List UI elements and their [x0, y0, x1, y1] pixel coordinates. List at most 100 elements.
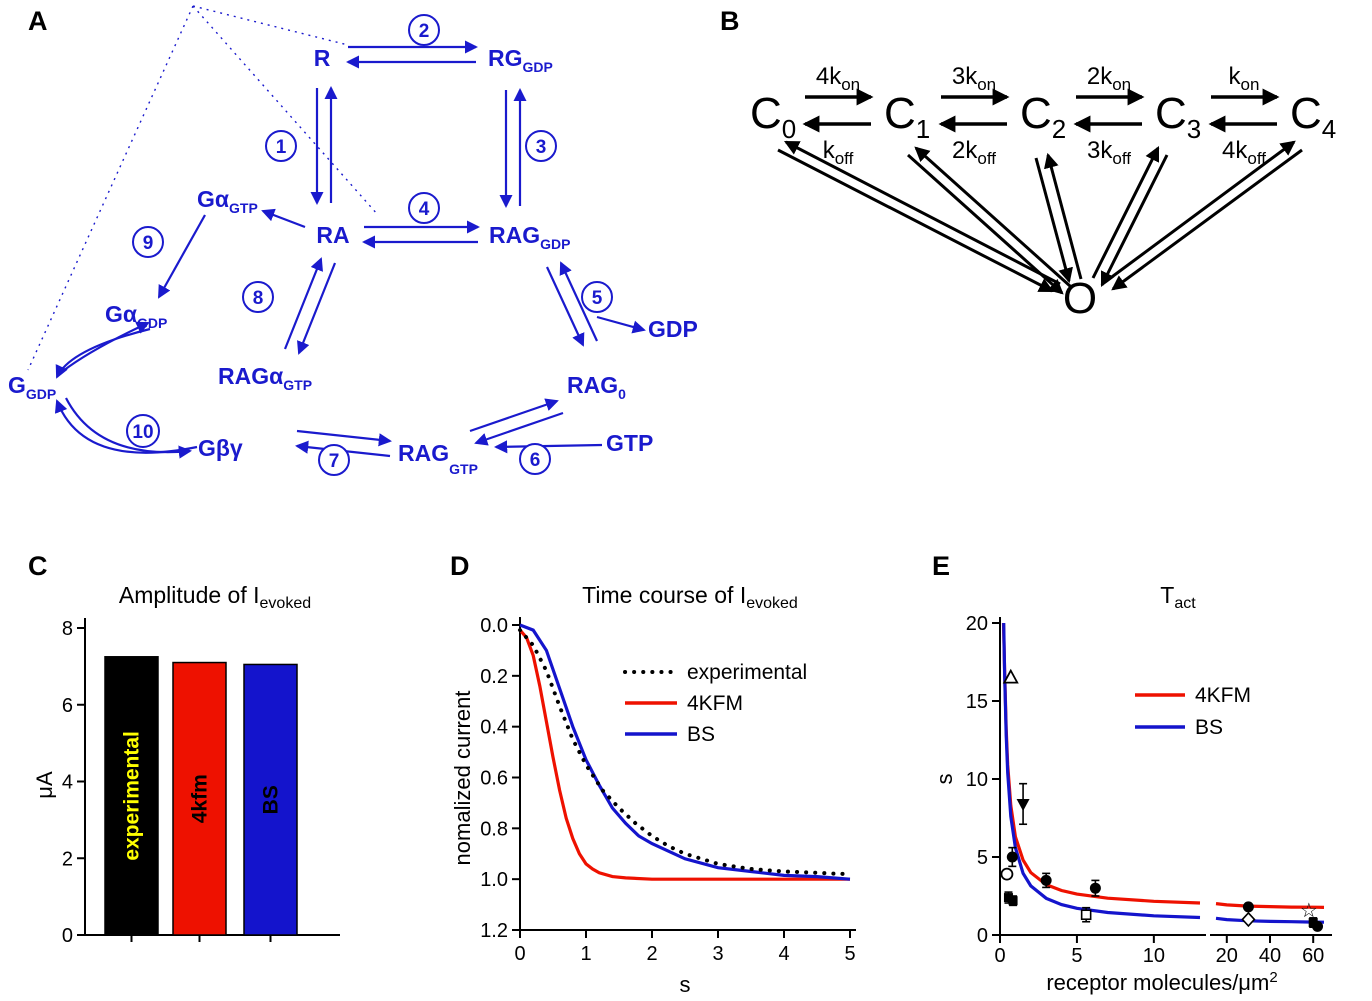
- y-tick-label: 2: [62, 848, 73, 870]
- marker-square-filled: [1308, 918, 1318, 928]
- arrow-o-to-c1: [914, 146, 1072, 288]
- panel-c: C Amplitude of Ievoked μA 0 2 4 6 8 experimen…: [28, 551, 340, 947]
- node-g-gdp-main: G: [8, 372, 26, 398]
- rate-main: k: [1229, 63, 1242, 90]
- state-c0: C0: [750, 89, 796, 144]
- panel-b: B C0 C1 C2 C3 C4 O 4kon 3kon 2kon kon ko…: [720, 6, 1336, 323]
- marker-triangle-up-open: [1002, 668, 1019, 684]
- step-number: 9: [143, 233, 154, 254]
- bar-label-4kfm: 4kfm: [188, 774, 211, 823]
- arrow-raggtp-to-rag0: [469, 398, 559, 433]
- node-ga-gtp-main: Gα: [197, 186, 229, 212]
- rate-2koff: 2koff: [952, 137, 996, 168]
- marker-circle-open: [1000, 867, 1014, 881]
- y-tick-label: 8: [62, 618, 73, 640]
- panel-e: E Tact s receptor molecules/μm2 05101520…: [932, 551, 1332, 995]
- node-rg-gdp: RGGDP: [488, 45, 553, 75]
- node-rag-gtp: RAGGTP: [398, 440, 478, 477]
- y-tick-label: 1.0: [480, 869, 508, 891]
- bar-label-BS: BS: [260, 785, 283, 814]
- rate-sub: on: [1112, 75, 1131, 94]
- arrow-o-to-c0: [784, 140, 1061, 286]
- rate-sub: on: [977, 75, 996, 94]
- legend-label-BS: BS: [687, 723, 715, 746]
- state-c2-sub: 2: [1052, 114, 1066, 144]
- x-tick-label: 5: [844, 943, 855, 965]
- rate-3kon: 3kon: [952, 63, 996, 94]
- y-tick-label: 0.2: [480, 666, 508, 688]
- step-10: 10: [126, 414, 160, 448]
- rate-4kon: 4kon: [816, 63, 860, 94]
- node-rg-sub: GDP: [523, 59, 553, 75]
- step-4: 4: [408, 192, 440, 224]
- panel-label-e: E: [932, 551, 950, 581]
- bar-experimental: [104, 656, 159, 936]
- x-tick-label: 2: [646, 943, 657, 965]
- x-tick-label: 1: [580, 943, 591, 965]
- panel-a: A: [8, 5, 698, 477]
- arrow-gagdp-to-ggdp: [55, 327, 151, 379]
- arrow-ggdp-to-gbg: [65, 397, 192, 459]
- state-c3-main: C: [1155, 89, 1187, 138]
- rate-main: 4k: [1222, 137, 1248, 164]
- step-number: 3: [536, 137, 547, 158]
- chart-d-ylabel: nomalized current: [450, 691, 475, 866]
- legend-label-experimental: experimental: [687, 661, 807, 684]
- arrow-raga-to-ra: [283, 257, 323, 350]
- arrow-rag0-to-raggtp: [474, 411, 564, 446]
- arrow-gtp-bind: [494, 440, 603, 454]
- chart-c-title-main: Amplitude of I: [119, 582, 260, 608]
- node-ga-gtp-sub: GTP: [229, 200, 258, 216]
- node-rag-gdp: RAGGDP: [489, 222, 570, 252]
- legend-label-4KFM: 4KFM: [687, 692, 743, 715]
- state-c2-main: C: [1020, 89, 1052, 138]
- step-6: 6: [519, 443, 551, 475]
- rate-sub: on: [841, 75, 860, 94]
- node-raga-gtp-sub: GTP: [283, 377, 312, 393]
- x-tick-label: 0: [994, 945, 1005, 967]
- arrow-c2-to-o: [1034, 157, 1073, 284]
- node-rg-main: RG: [488, 45, 523, 71]
- y-tick-label: 0.4: [480, 717, 508, 739]
- rate-main: 3k: [952, 63, 978, 90]
- step-number: 1: [276, 137, 287, 158]
- curve-4KFM-left: [1001, 622, 1201, 905]
- state-c1: C1: [884, 89, 930, 144]
- rate-main: 4k: [816, 63, 842, 90]
- gating-scheme: C0 C1 C2 C3 C4 O 4kon 3kon 2kon kon koff…: [750, 63, 1336, 323]
- y-tick-label: 0.6: [480, 768, 508, 790]
- step-number: 7: [329, 451, 340, 472]
- curve-BS: [519, 623, 851, 881]
- curve-4KFM: [518, 629, 850, 881]
- step-number: 8: [253, 288, 264, 309]
- y-tick-label: 0.8: [480, 818, 508, 840]
- state-c4-main: C: [1290, 89, 1322, 138]
- rate-main: 3k: [1087, 137, 1113, 164]
- chart-c-title: Amplitude of Ievoked: [119, 582, 311, 612]
- step-8: 8: [242, 281, 274, 313]
- marker-circle-filled: [1242, 901, 1254, 913]
- reaction-network: R RGGDP RA RAGGDP GαGTP GαGDP GGDP RAGαG…: [8, 5, 698, 477]
- rate-2kon: 2kon: [1087, 63, 1131, 94]
- chart-d-xlabel: s: [680, 972, 691, 997]
- marker-circle-filled: [1089, 882, 1101, 894]
- step-circle: [265, 130, 297, 162]
- rate-sub: on: [1241, 75, 1260, 94]
- y-tick-label: 1.2: [480, 920, 508, 942]
- step-number: 5: [592, 288, 603, 309]
- arrow-o-to-c2: [1044, 152, 1083, 280]
- y-tick-label: 6: [62, 695, 73, 717]
- step-2: 2: [408, 14, 440, 46]
- node-rag-gtp-sub: GTP: [449, 461, 478, 477]
- state-c1-main: C: [884, 89, 916, 138]
- step-circle: [318, 444, 350, 476]
- marker-circle-filled: [1006, 851, 1018, 863]
- y-tick-label: 4: [62, 772, 73, 794]
- y-tick-label: 0.0: [480, 615, 508, 637]
- bar-label-experimental: experimental: [121, 731, 144, 861]
- chart-c-plot: 0 2 4 6 8 experimental 4kfm BS: [62, 618, 340, 947]
- node-ga-gdp-sub: GDP: [137, 315, 167, 331]
- marker-circle-filled: [1040, 874, 1052, 886]
- node-raga-gtp-main: RAGα: [218, 363, 283, 389]
- state-open: O: [1063, 274, 1097, 323]
